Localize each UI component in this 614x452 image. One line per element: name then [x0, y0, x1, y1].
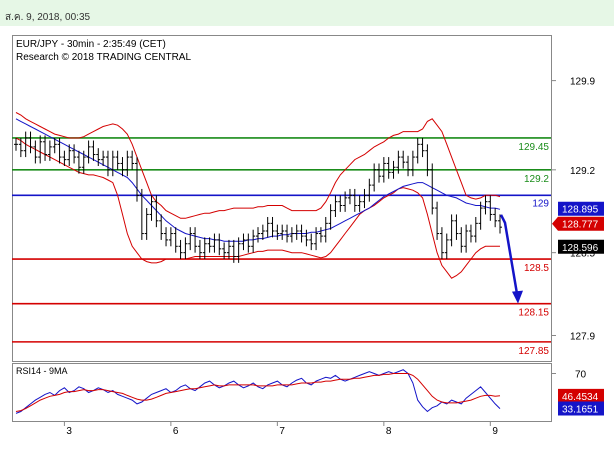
rsi-y-tick-label: 70 [575, 370, 587, 381]
rsi-title: RSI14 - 9MA [16, 366, 68, 376]
y-tick-label: 129.2 [570, 166, 595, 177]
price-tag-label: 128.777 [562, 220, 599, 231]
date-bar: ส.ค. 9, 2018, 00:35 [0, 0, 614, 26]
y-tick-label: 129.9 [570, 77, 595, 88]
level-label: 129 [532, 198, 549, 209]
rsi-series-9ma [15, 373, 501, 412]
moving-average-line [15, 118, 501, 242]
price-tag [552, 216, 604, 231]
rsi-value-tag [558, 401, 604, 416]
forecast-arrow-head [512, 290, 523, 304]
y-tick-label: 128.5 [570, 249, 595, 260]
bollinger-lower-line [15, 137, 500, 279]
rsi-series-rsi14 [15, 369, 501, 414]
date-label: ส.ค. 9, 2018, 00:35 [5, 12, 91, 23]
bollinger-upper-line [15, 112, 501, 219]
level-label: 128.5 [524, 263, 549, 274]
price-tag [558, 239, 604, 254]
price-tag [558, 201, 604, 216]
price-tag-label: 128.895 [562, 205, 599, 216]
rsi-value-tag-label: 46.4534 [562, 392, 599, 403]
x-tick-label: 9 [492, 426, 498, 437]
x-tick-label: 6 [173, 426, 179, 437]
x-tick-label: 3 [66, 426, 72, 437]
y-tick-label: 127.9 [570, 332, 595, 343]
main-panel-frame [12, 35, 552, 362]
level-label: 129.2 [524, 174, 549, 185]
rsi-value-tag [558, 388, 604, 403]
price-tag-label: 128.596 [562, 243, 599, 254]
x-tick-label: 7 [279, 426, 285, 437]
rsi-value-tag-label: 33.1651 [562, 404, 599, 415]
rsi-panel-frame [12, 363, 552, 422]
level-label: 129.45 [518, 142, 549, 153]
level-label: 128.15 [518, 308, 549, 319]
level-label: 127.85 [518, 346, 549, 357]
x-tick-label: 8 [386, 426, 392, 437]
chart-subtitle: Research © 2018 TRADING CENTRAL [16, 52, 191, 63]
chart-title: EUR/JPY - 30min - 2:35:49 (CET) [16, 39, 166, 50]
forecast-arrow-line [499, 214, 520, 300]
